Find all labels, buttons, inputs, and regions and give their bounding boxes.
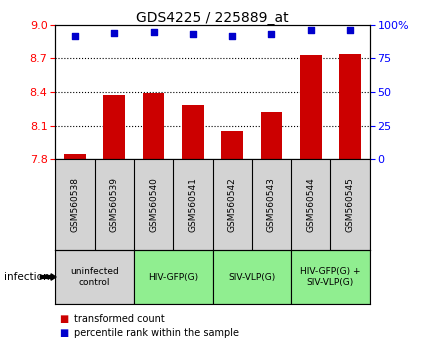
Text: percentile rank within the sample: percentile rank within the sample xyxy=(74,328,239,338)
Text: HIV-GFP(G): HIV-GFP(G) xyxy=(148,273,198,281)
Bar xyxy=(261,112,282,159)
Point xyxy=(71,33,78,38)
Text: GSM560540: GSM560540 xyxy=(149,177,158,232)
Text: GSM560544: GSM560544 xyxy=(306,177,315,232)
Text: ■: ■ xyxy=(60,314,69,324)
Bar xyxy=(339,54,361,159)
Text: GSM560545: GSM560545 xyxy=(346,177,354,232)
Text: infection: infection xyxy=(4,272,50,282)
Text: GSM560541: GSM560541 xyxy=(188,177,197,232)
Point xyxy=(190,32,196,37)
Bar xyxy=(134,250,212,304)
Text: HIV-GFP(G) +
SIV-VLP(G): HIV-GFP(G) + SIV-VLP(G) xyxy=(300,267,361,287)
Bar xyxy=(221,131,243,159)
Bar xyxy=(55,250,134,304)
Text: GSM560539: GSM560539 xyxy=(110,177,119,232)
Point xyxy=(268,32,275,37)
Bar xyxy=(103,96,125,159)
Text: GDS4225 / 225889_at: GDS4225 / 225889_at xyxy=(136,11,289,25)
Bar xyxy=(182,105,204,159)
Bar xyxy=(212,250,291,304)
Bar xyxy=(143,93,164,159)
Bar xyxy=(64,154,86,159)
Text: SIV-VLP(G): SIV-VLP(G) xyxy=(228,273,275,281)
Point xyxy=(307,27,314,33)
Text: transformed count: transformed count xyxy=(74,314,165,324)
Text: ■: ■ xyxy=(60,328,69,338)
Point xyxy=(229,33,235,38)
Text: GSM560542: GSM560542 xyxy=(228,177,237,232)
Bar xyxy=(300,55,322,159)
Text: uninfected
control: uninfected control xyxy=(70,267,119,287)
Text: GSM560543: GSM560543 xyxy=(267,177,276,232)
Point xyxy=(347,27,354,33)
Point xyxy=(150,29,157,34)
Bar xyxy=(291,250,370,304)
Text: GSM560538: GSM560538 xyxy=(71,177,79,232)
Point xyxy=(111,30,118,36)
